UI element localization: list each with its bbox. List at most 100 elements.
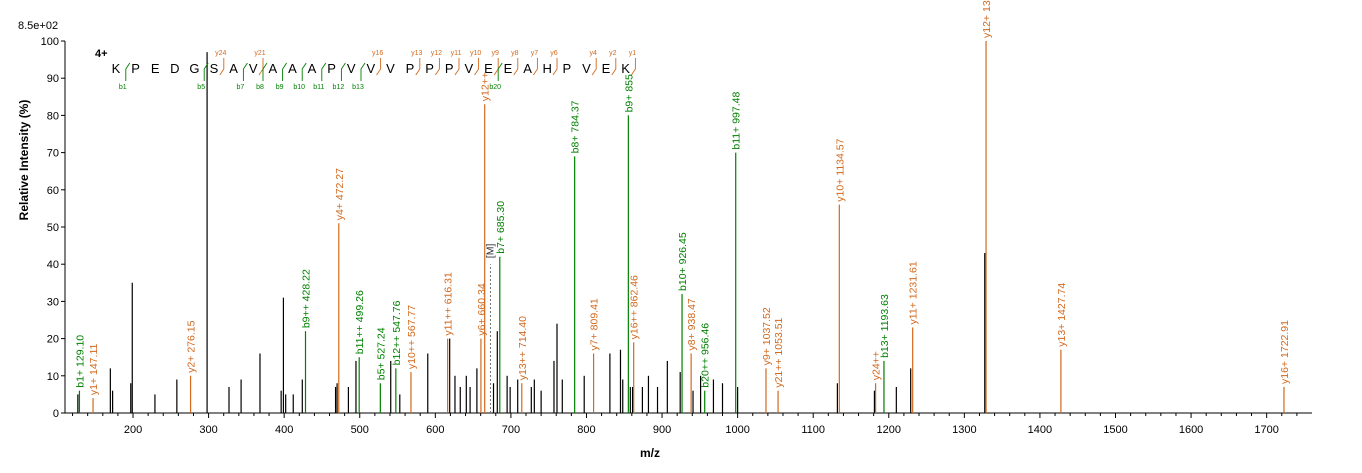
- b-cleavage-mark: [242, 62, 248, 81]
- y-tick-label: 10: [47, 371, 59, 383]
- y-tick-label: 0: [53, 408, 59, 420]
- y-cleavage-mark: [513, 58, 519, 76]
- x-tick-label: 500: [351, 424, 369, 436]
- sequence-residue: E: [504, 61, 513, 76]
- y-cleavage-mark: [631, 58, 636, 76]
- y-ion-mark-label: y4: [589, 50, 597, 57]
- b-ion-mark-label: b1: [119, 84, 127, 91]
- y-ion-label: y9+ 1037.52: [761, 307, 773, 365]
- b-ion-label: b10+ 926.45: [677, 232, 689, 291]
- y-tick-label: 20: [47, 334, 59, 346]
- b-cleavage-mark: [340, 62, 346, 81]
- b-ion-mark-label: b11: [313, 84, 324, 91]
- x-axis-label: m/z: [640, 446, 660, 460]
- b-ion-mark-label: b9: [276, 84, 284, 91]
- sequence-residue: G: [189, 61, 199, 76]
- x-tick-label: 1600: [1179, 424, 1203, 436]
- b-cleavage-mark: [360, 62, 366, 81]
- sequence-residue: P: [425, 61, 434, 76]
- sequence-residue: A: [308, 61, 317, 76]
- sequence-residue: H: [543, 61, 552, 76]
- y-cleavage-mark: [591, 58, 597, 76]
- b-ion-mark-label: b7: [237, 84, 245, 91]
- b-ion-label: b8+ 784.37: [570, 100, 582, 153]
- x-tick-label: 1000: [725, 424, 749, 436]
- sequence-residue: P: [406, 61, 415, 76]
- sequence-residue: P: [327, 61, 336, 76]
- y-ion-label: y1+ 147.11: [88, 343, 100, 395]
- sequence-residue: E: [602, 61, 611, 76]
- y-ion-mark-label: y24: [215, 50, 226, 57]
- y-ion-label: y12++: [480, 72, 492, 101]
- y-ion-mark-label: y10: [470, 50, 481, 57]
- sequence-residue: A: [288, 61, 297, 76]
- y-tick-label: 90: [47, 73, 59, 85]
- sequence-residue: V: [386, 61, 395, 76]
- y-cleavage-mark: [219, 58, 225, 76]
- sequence-residue: P: [131, 61, 140, 76]
- y-cleavage-mark: [376, 58, 382, 76]
- b-cleavage-mark: [125, 62, 131, 81]
- y-ion-label: y10++ 567.77: [406, 305, 418, 369]
- y-tick-label: 80: [47, 110, 59, 122]
- b-ion-label: b11++ 499.26: [354, 290, 366, 354]
- y-axis-label: Relative Intensity (%): [17, 100, 31, 221]
- charge-label: 4+: [95, 48, 108, 60]
- y-ion-mark-label: y8: [511, 50, 519, 57]
- b-ion-label: b12++ 547.76: [391, 300, 403, 365]
- y-cleavage-mark: [415, 58, 421, 76]
- b-ion-label: b13+ 1193.63: [879, 294, 891, 358]
- sequence-residue: E: [151, 61, 160, 76]
- x-tick-label: 1500: [1103, 424, 1127, 436]
- y-ion-mark-label: y21: [254, 50, 265, 57]
- b-cleavage-mark: [321, 62, 327, 81]
- sequence-residue: S: [210, 61, 219, 76]
- y-ion-mark-label: y9: [491, 50, 499, 57]
- y-cleavage-mark: [493, 58, 499, 76]
- sequence-residue: A: [268, 61, 277, 76]
- sequence-residue: V: [347, 61, 356, 76]
- y-ion-label: y13+ 1427.74: [1056, 283, 1068, 347]
- sequence-residue: D: [170, 61, 179, 76]
- y-ion-mark-label: y12: [431, 50, 442, 57]
- x-tick-label: 800: [577, 424, 595, 436]
- b-ion-label: b7+ 685.30: [495, 201, 507, 254]
- y-ion-label: y16+ 1722.91: [1279, 320, 1291, 384]
- y-cleavage-mark: [533, 58, 538, 76]
- x-tick-label: 1300: [952, 424, 976, 436]
- y-ion-label: y6+ 660.34: [476, 283, 488, 335]
- sequence-residue: A: [523, 61, 532, 76]
- y-ion-mark-label: y7: [531, 50, 539, 57]
- y-ion-label: y16++ 862.46: [629, 275, 641, 339]
- y-cleavage-mark: [611, 58, 617, 76]
- b-ion-label: b9+ 855: [623, 74, 635, 112]
- b-ion-label: b1+ 129.10: [74, 335, 86, 388]
- b-ion-mark-label: b10: [293, 84, 305, 91]
- peaks: b1+ 129.10 y1+ 147.11 y2+ 276.15 b9++ 428.2…: [74, 0, 1291, 413]
- b-cleavage-mark: [301, 62, 307, 81]
- max-intensity-label: 8.5e+02: [18, 20, 58, 32]
- y-ion-mark-label: y16: [372, 50, 383, 57]
- y-cleavage-mark: [552, 58, 558, 76]
- sequence-residue: P: [445, 61, 454, 76]
- x-tick-label: 400: [275, 424, 293, 436]
- x-tick-label: 1100: [801, 424, 825, 436]
- b-cleavage-mark: [497, 62, 503, 81]
- y-ion-label: y8+ 938.47: [686, 298, 698, 350]
- y-ion-mark-label: y6: [550, 50, 558, 57]
- b-ion-mark-label: b8: [256, 84, 264, 91]
- b-ion-mark-label: b5: [197, 84, 205, 91]
- sequence-residue: E: [484, 61, 493, 76]
- b-ion-mark-label: b12: [333, 84, 345, 91]
- y-ion-label: y11+ 1231.61: [908, 261, 920, 324]
- y-ion-label: y12+ 1328.69: [981, 0, 993, 38]
- y-tick-label: 60: [47, 185, 59, 197]
- y-tick-label: 40: [47, 259, 59, 271]
- x-tick-label: 200: [124, 424, 142, 436]
- b-ion-label: b9++ 428.22: [300, 269, 312, 328]
- y-ion-label: y10+ 1134.57: [834, 138, 846, 201]
- y-cleavage-mark: [474, 58, 480, 76]
- y-cleavage-mark: [435, 58, 440, 76]
- sequence-residue: P: [562, 61, 571, 76]
